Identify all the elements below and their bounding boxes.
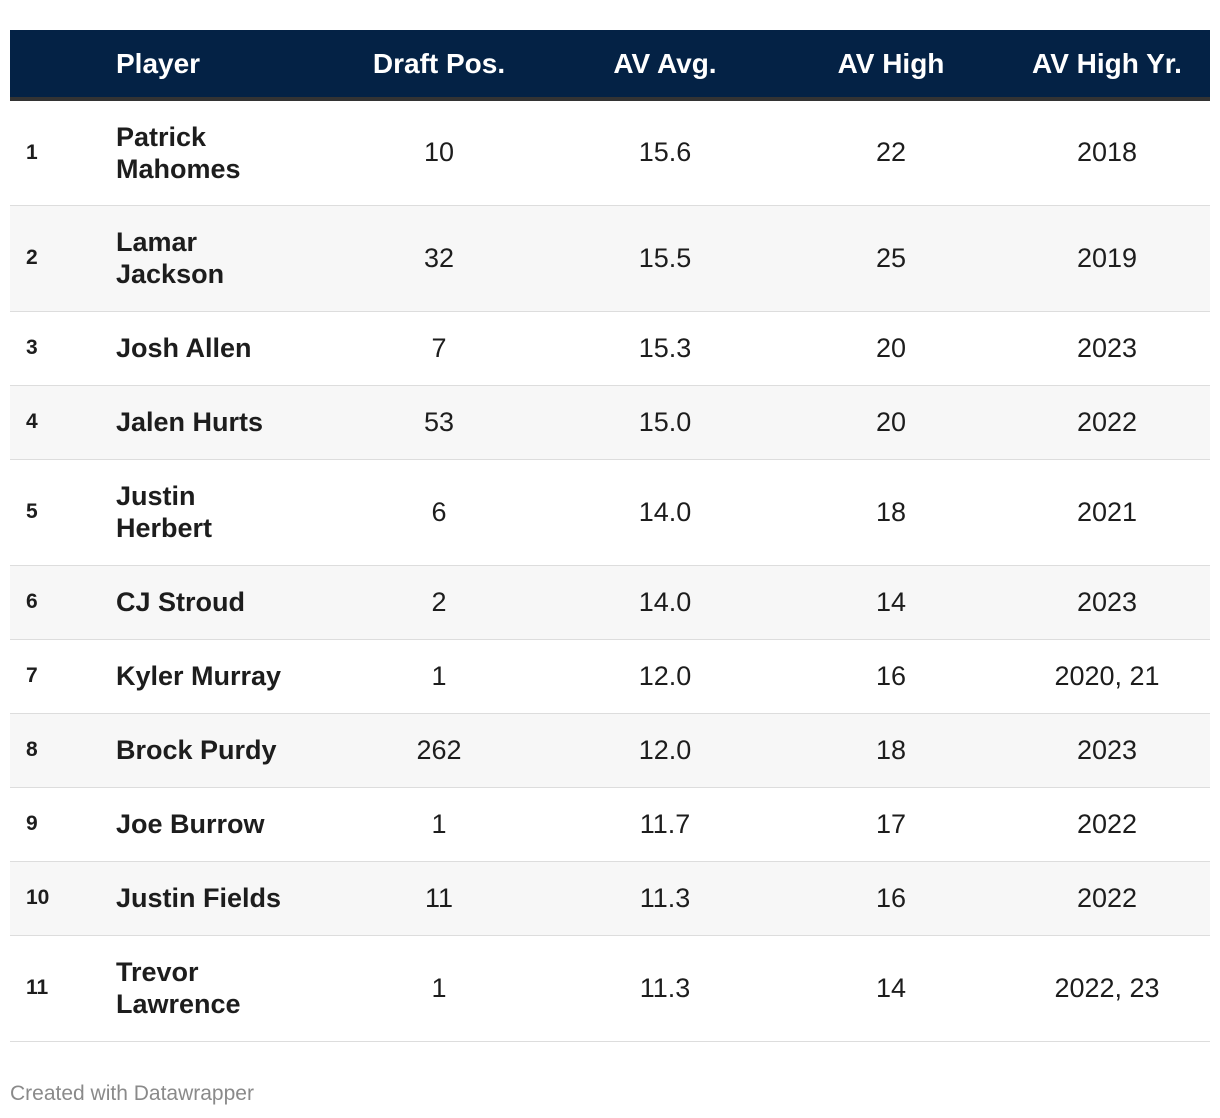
player-name-cell: Joe Burrow: [106, 787, 326, 862]
av-avg-cell: 14.0: [552, 565, 778, 640]
player-name-cell: CJ Stroud: [106, 565, 326, 640]
rank-cell: 2: [10, 205, 106, 312]
table-body: 1 Patrick Mahomes 10 15.6 22 2018 2 Lamar Jacks…: [10, 99, 1210, 1042]
rank-cell: 8: [10, 713, 106, 788]
av-avg-cell: 11.3: [552, 935, 778, 1042]
player-name-cell: Justin Herbert: [106, 459, 326, 566]
draft-pos-cell: 6: [326, 459, 552, 566]
av-avg-cell: 15.0: [552, 385, 778, 460]
qb-stats-table: Player Draft Pos. AV Avg. AV High AV Hig…: [10, 30, 1210, 1042]
player-name-cell: Lamar Jackson: [106, 205, 326, 312]
player-name-cell: Jalen Hurts: [106, 385, 326, 460]
table-row: 6 CJ Stroud 2 14.0 14 2023: [10, 565, 1210, 640]
header-av-high[interactable]: AV High: [837, 47, 945, 79]
player-name: Justin Fields: [116, 883, 282, 913]
rank-cell: 6: [10, 565, 106, 640]
player-name-cell: Trevor Lawrence: [106, 935, 326, 1042]
player-name: Trevor Lawrence: [116, 957, 241, 1019]
av-high-cell: 20: [778, 385, 1004, 460]
av-avg-cell: 15.6: [552, 99, 778, 206]
player-name: Patrick Mahomes: [116, 121, 241, 184]
draft-pos-cell: 1: [326, 935, 552, 1042]
data-table-container: Player Draft Pos. AV Avg. AV High AV Hig…: [10, 30, 1210, 1042]
rank-cell: 10: [10, 861, 106, 936]
draft-pos-cell: 7: [326, 311, 552, 386]
table-row: 9 Joe Burrow 1 11.7 17 2022: [10, 787, 1210, 862]
draft-pos-cell: 53: [326, 385, 552, 460]
av-high-cell: 22: [778, 99, 1004, 206]
table-row: 7 Kyler Murray 1 12.0 16 2020, 21: [10, 639, 1210, 714]
player-name: Jalen Hurts: [116, 407, 264, 437]
av-avg-cell: 11.3: [552, 861, 778, 936]
table-row: 5 Justin Herbert 6 14.0 18 2021: [10, 459, 1210, 566]
av-avg-cell: 12.0: [552, 639, 778, 714]
table-row: 2 Lamar Jackson 32 15.5 25 2019: [10, 205, 1210, 312]
header-av-high-yr[interactable]: AV High Yr.: [1032, 47, 1182, 79]
av-high-cell: 18: [778, 713, 1004, 788]
player-name-cell: Patrick Mahomes: [106, 99, 326, 206]
draft-pos-cell: 262: [326, 713, 552, 788]
av-avg-cell: 15.5: [552, 205, 778, 312]
av-high-cell: 14: [778, 935, 1004, 1042]
table-row: 11 Trevor Lawrence 1 11.3 14 2022, 23: [10, 935, 1210, 1042]
player-name-cell: Kyler Murray: [106, 639, 326, 714]
rank-cell: 7: [10, 639, 106, 714]
table-header-row: Player Draft Pos. AV Avg. AV High AV Hig…: [10, 30, 1210, 99]
av-high-yr-cell: 2022: [1004, 861, 1210, 936]
player-name: Kyler Murray: [116, 661, 282, 691]
av-high-cell: 16: [778, 639, 1004, 714]
table-row: 3 Josh Allen 7 15.3 20 2023: [10, 311, 1210, 386]
player-name: Brock Purdy: [116, 735, 277, 765]
av-high-yr-cell: 2023: [1004, 565, 1210, 640]
rank-cell: 5: [10, 459, 106, 566]
player-name: Joe Burrow: [116, 809, 265, 839]
av-high-yr-cell: 2022, 23: [1004, 935, 1210, 1042]
player-name-cell: Justin Fields: [106, 861, 326, 936]
table-row: 4 Jalen Hurts 53 15.0 20 2022: [10, 385, 1210, 460]
table-row: 10 Justin Fields 11 11.3 16 2022: [10, 861, 1210, 936]
rank-cell: 9: [10, 787, 106, 862]
player-name: Josh Allen: [116, 333, 252, 363]
av-high-cell: 20: [778, 311, 1004, 386]
header-rank: [10, 30, 106, 99]
av-high-cell: 14: [778, 565, 1004, 640]
draft-pos-cell: 2: [326, 565, 552, 640]
player-name: Lamar Jackson: [116, 227, 225, 289]
av-high-cell: 17: [778, 787, 1004, 862]
av-high-yr-cell: 2022: [1004, 385, 1210, 460]
av-avg-cell: 11.7: [552, 787, 778, 862]
player-name-cell: Brock Purdy: [106, 713, 326, 788]
av-high-cell: 18: [778, 459, 1004, 566]
table-row: 1 Patrick Mahomes 10 15.6 22 2018: [10, 99, 1210, 206]
av-avg-cell: 15.3: [552, 311, 778, 386]
av-high-yr-cell: 2023: [1004, 311, 1210, 386]
draft-pos-cell: 11: [326, 861, 552, 936]
av-high-yr-cell: 2019: [1004, 205, 1210, 312]
player-name-cell: Josh Allen: [106, 311, 326, 386]
header-player[interactable]: Player: [116, 47, 201, 79]
av-high-yr-cell: 2020, 21: [1004, 639, 1210, 714]
rank-cell: 3: [10, 311, 106, 386]
av-high-cell: 16: [778, 861, 1004, 936]
av-high-yr-cell: 2022: [1004, 787, 1210, 862]
player-name: Justin Herbert: [116, 481, 213, 543]
draft-pos-cell: 10: [326, 99, 552, 206]
footer-credit: Created with Datawrapper: [10, 1082, 254, 1105]
av-high-yr-cell: 2021: [1004, 459, 1210, 566]
header-av-avg[interactable]: AV Avg.: [613, 47, 717, 79]
table-row: 8 Brock Purdy 262 12.0 18 2023: [10, 713, 1210, 788]
rank-cell: 11: [10, 935, 106, 1042]
draft-pos-cell: 1: [326, 787, 552, 862]
av-avg-cell: 14.0: [552, 459, 778, 566]
av-avg-cell: 12.0: [552, 713, 778, 788]
header-draft-pos[interactable]: Draft Pos.: [372, 47, 506, 79]
draft-pos-cell: 32: [326, 205, 552, 312]
player-name: CJ Stroud: [116, 587, 246, 617]
av-high-yr-cell: 2023: [1004, 713, 1210, 788]
rank-cell: 4: [10, 385, 106, 460]
rank-cell: 1: [10, 99, 106, 206]
av-high-cell: 25: [778, 205, 1004, 312]
draft-pos-cell: 1: [326, 639, 552, 714]
av-high-yr-cell: 2018: [1004, 99, 1210, 206]
